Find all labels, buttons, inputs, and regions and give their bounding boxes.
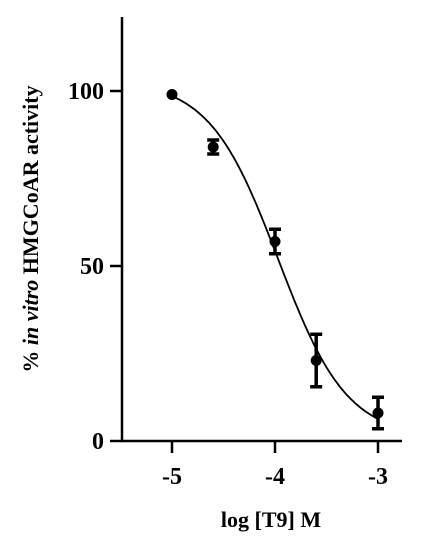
fit-curve bbox=[171, 95, 379, 420]
x-tick-label: -3 bbox=[368, 464, 388, 490]
x-ticks: -5 -4 -3 bbox=[162, 441, 388, 490]
y-ticks: 0 50 100 bbox=[68, 79, 122, 455]
y-tick-label: 0 bbox=[92, 429, 104, 455]
data-point bbox=[269, 236, 281, 247]
y-tick-label: 100 bbox=[68, 79, 104, 105]
y-axis-label-italic: in vitro bbox=[18, 280, 43, 345]
data-points bbox=[166, 89, 384, 419]
data-point bbox=[166, 89, 178, 100]
x-axis-label: log [T9] M bbox=[221, 507, 321, 532]
data-point bbox=[207, 141, 219, 153]
y-axis-label-prefix: % bbox=[18, 345, 43, 373]
y-axis-label-suffix: HMGCoAR activity bbox=[18, 85, 43, 279]
x-tick-label: -4 bbox=[265, 464, 285, 490]
y-axis-label: % in vitro HMGCoAR activity bbox=[18, 85, 43, 372]
x-tick-label: -5 bbox=[162, 464, 182, 490]
data-point bbox=[372, 407, 384, 419]
y-tick-label: 50 bbox=[80, 254, 104, 280]
error-bars bbox=[207, 138, 384, 431]
data-point bbox=[310, 355, 322, 366]
